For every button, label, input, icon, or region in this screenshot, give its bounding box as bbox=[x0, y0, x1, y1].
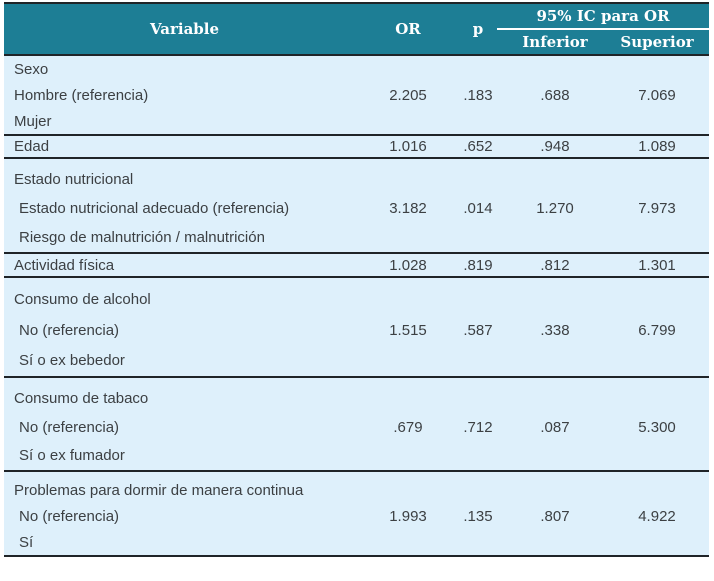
table-row: Sí o ex bebedor bbox=[4, 345, 709, 376]
regression-table: Variable OR p 95% IC para OR Inferior Su… bbox=[4, 2, 709, 557]
ci-lower-cell: 1.270 bbox=[536, 200, 574, 217]
variable-cell: Sexo bbox=[14, 60, 49, 78]
variable-cell: Hombre (referencia) bbox=[14, 86, 149, 104]
p-cell: .014 bbox=[463, 200, 493, 217]
variable-cell: Sí o ex fumador bbox=[19, 447, 125, 465]
ci-upper-cell: 6.799 bbox=[638, 321, 676, 339]
section-estado-nutricional: Estado nutricional Estado nutricional ad… bbox=[4, 159, 709, 254]
ci-upper-cell: 7.069 bbox=[638, 86, 676, 104]
ci-lower-cell: .338 bbox=[540, 321, 570, 339]
ci-lower-cell: .087 bbox=[540, 418, 570, 436]
or-cell: 2.205 bbox=[389, 86, 427, 104]
ci-lower-cell: .688 bbox=[540, 86, 570, 104]
table-row: Sí o ex fumador bbox=[4, 441, 709, 470]
ci-upper-cell: 1.301 bbox=[638, 256, 676, 274]
header-ci-label: 95% IC para OR bbox=[497, 4, 709, 30]
ci-upper-cell: 7.973 bbox=[638, 200, 676, 217]
variable-cell: Mujer bbox=[14, 112, 52, 130]
variable-cell: Sí o ex bebedor bbox=[19, 352, 125, 370]
section-edad: Edad 1.016 .652 .948 1.089 bbox=[4, 136, 709, 159]
ci-upper-cell: 4.922 bbox=[638, 507, 676, 525]
p-cell: .712 bbox=[463, 418, 493, 436]
or-cell: 1.028 bbox=[389, 256, 427, 274]
variable-cell: No (referencia) bbox=[19, 418, 120, 436]
variable-cell: Riesgo de malnutrición / malnutrición bbox=[19, 229, 265, 246]
table-row: No (referencia) .679 .712 .087 5.300 bbox=[4, 413, 709, 442]
group-row: Sexo bbox=[4, 56, 709, 82]
table-row: Estado nutricional adecuado (referencia)… bbox=[4, 194, 709, 223]
p-cell: .587 bbox=[463, 321, 493, 339]
table-row: Sí bbox=[4, 529, 709, 555]
or-cell: 1.993 bbox=[389, 507, 427, 525]
table-row: Mujer bbox=[4, 108, 709, 134]
table-row: Hombre (referencia) 2.205 .183 .688 7.06… bbox=[4, 82, 709, 108]
header-variable: Variable bbox=[149, 20, 220, 38]
header-ci-upper: Superior bbox=[620, 33, 694, 51]
group-row: Consumo de tabaco bbox=[4, 384, 709, 413]
p-cell: .135 bbox=[463, 507, 493, 525]
header-ci-sublabels: Inferior Superior bbox=[505, 30, 709, 54]
header-or: OR bbox=[395, 20, 421, 38]
variable-cell: Consumo de alcohol bbox=[14, 290, 151, 308]
group-row: Problemas para dormir de manera continua bbox=[4, 477, 709, 503]
table-header: Variable OR p 95% IC para OR Inferior Su… bbox=[4, 4, 709, 56]
header-p: p bbox=[472, 20, 484, 38]
variable-cell: No (referencia) bbox=[19, 507, 120, 525]
or-cell: 3.182 bbox=[389, 200, 427, 217]
table-row: No (referencia) 1.993 .135 .807 4.922 bbox=[4, 503, 709, 529]
variable-cell: No (referencia) bbox=[19, 321, 120, 339]
table-row: No (referencia) 1.515 .587 .338 6.799 bbox=[4, 315, 709, 346]
section-sexo: Sexo Hombre (referencia) 2.205 .183 .688… bbox=[4, 56, 709, 136]
ci-upper-cell: 1.089 bbox=[638, 138, 676, 155]
variable-cell: Edad bbox=[14, 138, 50, 155]
or-cell: 1.515 bbox=[389, 321, 427, 339]
ci-lower-cell: .812 bbox=[540, 256, 570, 274]
variable-cell: Consumo de tabaco bbox=[14, 389, 149, 407]
header-ci-lower: Inferior bbox=[522, 33, 588, 51]
section-actividad-fisica: Actividad física 1.028 .819 .812 1.301 bbox=[4, 254, 709, 278]
section-consumo-alcohol: Consumo de alcohol No (referencia) 1.515… bbox=[4, 278, 709, 378]
variable-cell: Estado nutricional adecuado (referencia) bbox=[19, 200, 290, 217]
table-row: Riesgo de malnutrición / malnutrición bbox=[4, 223, 709, 252]
group-row: Estado nutricional bbox=[4, 165, 709, 194]
group-row: Consumo de alcohol bbox=[4, 284, 709, 315]
or-cell: 1.016 bbox=[389, 138, 427, 155]
variable-cell: Problemas para dormir de manera continua bbox=[14, 481, 304, 499]
or-cell: .679 bbox=[393, 418, 423, 436]
p-cell: .819 bbox=[463, 256, 493, 274]
section-consumo-tabaco: Consumo de tabaco No (referencia) .679 .… bbox=[4, 378, 709, 472]
variable-cell: Actividad física bbox=[14, 256, 115, 274]
ci-upper-cell: 5.300 bbox=[638, 418, 676, 436]
ci-lower-cell: .807 bbox=[540, 507, 570, 525]
variable-cell: Estado nutricional bbox=[14, 171, 134, 188]
variable-cell: Sí bbox=[19, 533, 34, 551]
table-row: Actividad física 1.028 .819 .812 1.301 bbox=[4, 254, 709, 276]
table-row: Edad 1.016 .652 .948 1.089 bbox=[4, 136, 709, 157]
ci-lower-cell: .948 bbox=[540, 138, 570, 155]
header-ci-group: 95% IC para OR Inferior Superior bbox=[497, 4, 709, 54]
p-cell: .183 bbox=[463, 86, 493, 104]
p-cell: .652 bbox=[463, 138, 493, 155]
section-problemas-dormir: Problemas para dormir de manera continua… bbox=[4, 472, 709, 557]
